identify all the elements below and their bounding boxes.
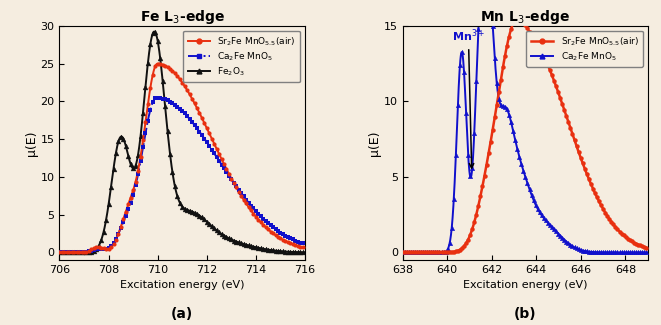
X-axis label: Excitation energy (eV): Excitation energy (eV) [463, 280, 588, 291]
Title: Fe L$_3$-edge: Fe L$_3$-edge [139, 8, 225, 26]
Legend: Sr$_2$Fe MnO$_{5.5}$(air), Ca$_2$Fe MnO$_5$: Sr$_2$Fe MnO$_{5.5}$(air), Ca$_2$Fe MnO$… [526, 31, 643, 67]
X-axis label: Excitation energy (eV): Excitation energy (eV) [120, 280, 245, 291]
Y-axis label: μ(E): μ(E) [368, 130, 381, 156]
Text: (b): (b) [514, 307, 537, 321]
Title: Mn L$_3$-edge: Mn L$_3$-edge [481, 8, 570, 26]
Text: Mn$^{3+}$: Mn$^{3+}$ [452, 28, 485, 168]
Text: Mn$^{4+}$: Mn$^{4+}$ [0, 324, 1, 325]
Y-axis label: μ(E): μ(E) [24, 130, 38, 156]
Legend: Sr$_2$Fe MnO$_{5.5}$(air), Ca$_2$Fe MnO$_5$, Fe$_2$O$_3$: Sr$_2$Fe MnO$_{5.5}$(air), Ca$_2$Fe MnO$… [183, 31, 300, 83]
Text: (a): (a) [171, 307, 193, 321]
